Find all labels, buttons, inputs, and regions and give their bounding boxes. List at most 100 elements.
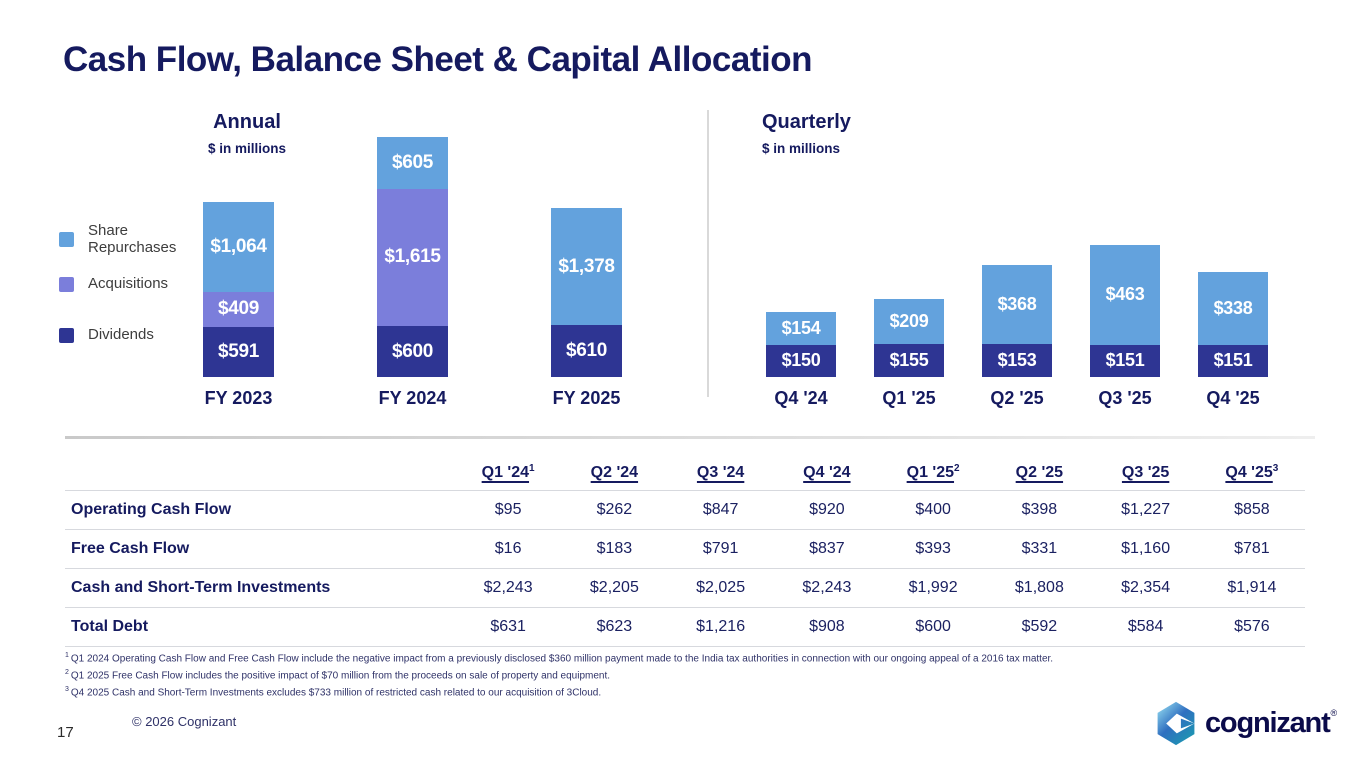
table-value-cell: $858 — [1234, 501, 1270, 518]
bar-value-label: $151 — [1105, 350, 1145, 371]
bar-value-label: $1,064 — [210, 235, 267, 257]
annual-chart-heading: Annual $ in millions — [162, 111, 332, 156]
table-row-label: Cash and Short-Term Investments — [71, 579, 331, 596]
cognizant-logo: cognizant ® — [1155, 701, 1337, 746]
bar-segment-dividends: $600 — [377, 326, 448, 377]
legend-item-acquisitions: Acquisitions — [59, 275, 210, 293]
table-header-q1-25: Q1 '252 — [906, 462, 960, 481]
x-axis-label-q3-25: Q3 '25 — [1098, 388, 1152, 408]
table-value-cell: $1,216 — [696, 618, 746, 635]
table-value-cell: $2,354 — [1121, 579, 1171, 596]
footnotes: 1 Q1 2024 Operating Cash Flow and Free C… — [65, 649, 1053, 699]
stacked-bar-fy-2023: $1,064 $409 $591 — [203, 201, 274, 377]
x-axis-label-q4-25: Q4 '25 — [1206, 388, 1260, 408]
table-value-cell: $2,025 — [696, 579, 746, 596]
dividends-swatch-icon — [59, 327, 74, 343]
table-header-q1-24: Q1 '241 — [481, 462, 535, 481]
bar-segment-share-repurchases: $1,378 — [551, 208, 622, 326]
table-value-cell: $1,808 — [1014, 579, 1064, 596]
table-row-operating-cash-flow: Operating Cash Flow $95 $262 $847 $920 $400 $3… — [65, 491, 1305, 530]
x-axis-label-q4-24: Q4 '24 — [774, 388, 828, 408]
table-row-cash-and-short-term-investments: Cash and Short-Term Investments $2,243 $2,… — [65, 569, 1305, 608]
table-header-label: Q4 '24 — [803, 464, 851, 481]
table-value-cell: $631 — [490, 618, 526, 635]
footnote-number: 1 — [65, 652, 71, 659]
footnote-number: 3 — [65, 685, 71, 693]
table-row-total-debt: Total Debt $631 $623 $1,216 $908 $600 $592 $584… — [65, 608, 1305, 647]
legend-item-dividends: Dividends — [59, 326, 210, 344]
table-header-q2-25: Q2 '25 — [986, 464, 1092, 482]
table-value-cell: $1,992 — [908, 579, 958, 596]
table-value-cell: $584 — [1127, 618, 1164, 635]
bar-segment-dividends: $150 — [766, 344, 836, 377]
acquisitions-swatch-icon — [59, 276, 74, 292]
x-axis-label-fy-2023: FY 2023 — [204, 388, 273, 408]
table-header-label: Q2 '25 — [1015, 464, 1064, 481]
table-header-label: Q1 '24 — [481, 464, 530, 481]
quarterly-chart-heading: Quarterly $ in millions — [762, 111, 851, 156]
table-value-cell: $920 — [809, 501, 845, 518]
bar-value-label: $151 — [1213, 350, 1253, 371]
footnote-text: Q1 2024 Operating Cash Flow and Free Cas… — [70, 653, 1054, 665]
annual-chart-subtitle: $ in millions — [207, 141, 286, 156]
table-value-cell: $262 — [596, 501, 633, 518]
cognizant-wordmark: cognizant — [1205, 707, 1331, 739]
copyright: © 2026 Cognizant — [132, 714, 237, 729]
table-value-cell: $908 — [809, 618, 845, 635]
table-header-q3-24: Q3 '24 — [668, 464, 774, 482]
bar-value-label: $338 — [1213, 297, 1253, 318]
footnote-text: Q1 2025 Free Cash Flow includes the posi… — [70, 670, 611, 682]
bar-value-label: $368 — [997, 294, 1037, 315]
bar-segment-share-repurchases: $209 — [874, 298, 944, 344]
table-value-cell: $16 — [494, 540, 522, 557]
table-header-label: Q3 '25 — [1121, 464, 1170, 481]
table-value-cell: $400 — [915, 501, 951, 518]
footnote-1: 1 Q1 2024 Operating Cash Flow and Free C… — [65, 649, 1053, 666]
bar-value-label: $463 — [1105, 284, 1145, 305]
legend-item-share-repurchases: Share Repurchases — [59, 222, 210, 257]
stacked-bar-q4-25: $338 $151 — [1198, 271, 1268, 377]
table-row-label: Operating Cash Flow — [71, 501, 232, 518]
quarterly-chart-title: Quarterly — [762, 111, 851, 133]
table-value-cell: $95 — [494, 501, 522, 518]
page-title: Cash Flow, Balance Sheet & Capital Alloc… — [63, 40, 812, 79]
page-number: 17 — [57, 724, 74, 741]
annual-chart-title: Annual — [213, 111, 281, 133]
table-value-cell: $393 — [915, 540, 951, 557]
footnote-2: 2 Q1 2025 Free Cash Flow includes the po… — [65, 666, 1053, 683]
table-value-cell: $592 — [1021, 618, 1058, 635]
bar-segment-acquisitions: $409 — [203, 292, 274, 327]
table-value-cell: $791 — [702, 540, 739, 557]
table-value-cell: $331 — [1021, 540, 1058, 557]
table-header-label: Q3 '24 — [696, 464, 745, 481]
bar-value-label: $154 — [781, 317, 821, 338]
stacked-bar-q2-25: $368 $153 — [982, 265, 1052, 377]
quarterly-chart-subtitle: $ in millions — [762, 141, 841, 156]
bar-value-label: $591 — [217, 340, 260, 362]
table-value-cell: $576 — [1234, 618, 1270, 635]
bar-value-label: $600 — [391, 340, 434, 362]
bar-value-label: $1,378 — [558, 255, 615, 277]
bar-segment-share-repurchases: $154 — [766, 311, 836, 345]
bar-value-label: $153 — [997, 350, 1037, 371]
bar-segment-acquisitions: $1,615 — [377, 188, 448, 326]
table-row-label: Total Debt — [71, 618, 149, 635]
legend-label: Share Repurchases — [88, 222, 177, 256]
table-header-label: Q4 '25 — [1225, 464, 1273, 481]
bar-segment-dividends: $151 — [1198, 344, 1268, 377]
cognizant-hexagon-icon — [1157, 701, 1195, 746]
table-value-cell: $2,243 — [802, 579, 852, 596]
bar-value-label: $209 — [889, 310, 929, 331]
bar-segment-share-repurchases: $463 — [1090, 245, 1160, 345]
bar-value-label: $1,615 — [384, 246, 441, 268]
stacked-bar-q1-25: $209 $155 — [874, 298, 944, 377]
table-value-cell: $847 — [702, 501, 739, 518]
stacked-bar-q3-25: $463 $151 — [1090, 245, 1160, 377]
table-value-cell: $1,914 — [1227, 579, 1277, 596]
bar-segment-share-repurchases: $1,064 — [203, 201, 274, 293]
bar-segment-share-repurchases: $605 — [377, 137, 448, 189]
table-top-separator — [65, 436, 1315, 439]
table-value-cell: $837 — [809, 540, 845, 557]
table-header-q4-25: Q4 '253 — [1225, 462, 1279, 481]
